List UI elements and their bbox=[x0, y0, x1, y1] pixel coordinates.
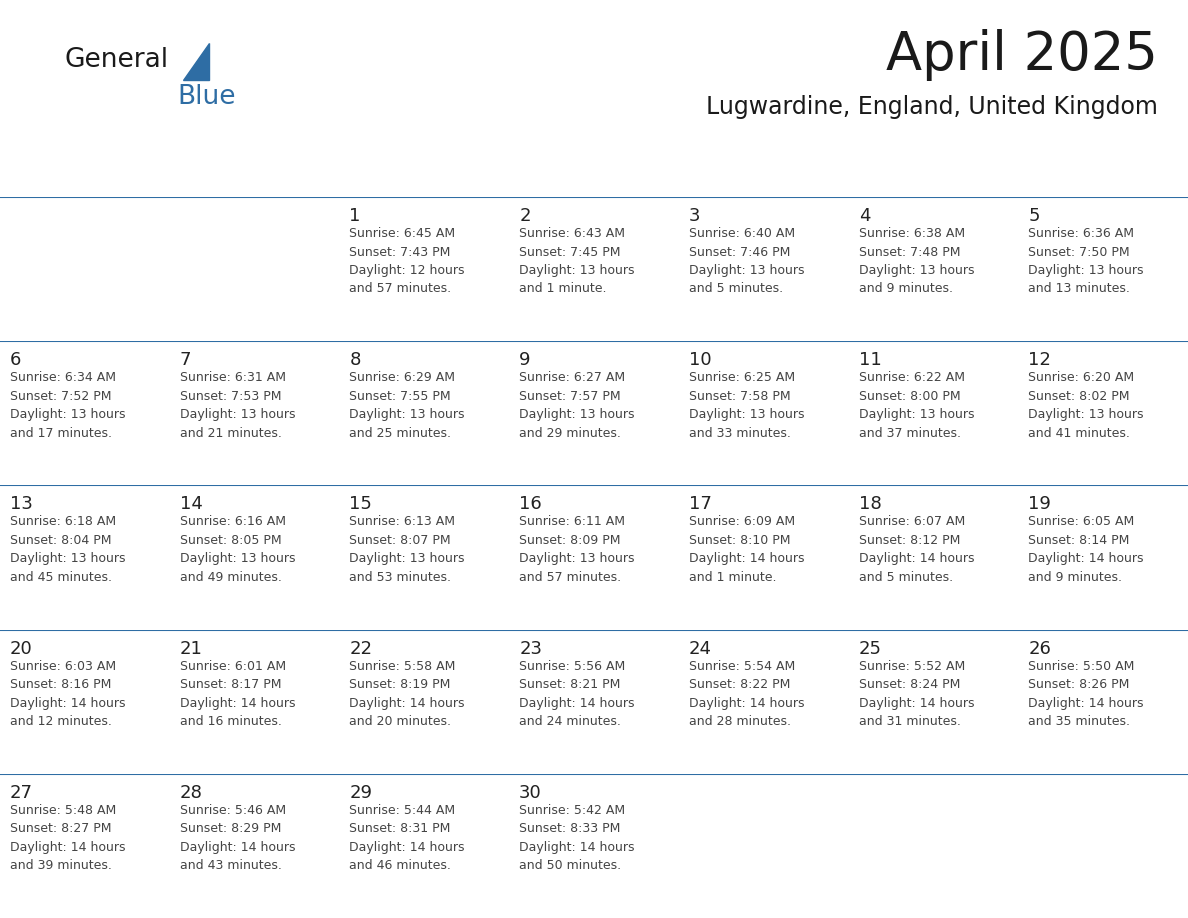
Text: 22: 22 bbox=[349, 640, 372, 657]
Text: Blue: Blue bbox=[177, 84, 235, 110]
Text: Sunrise: 6:01 AM
Sunset: 8:17 PM
Daylight: 14 hours
and 16 minutes.: Sunrise: 6:01 AM Sunset: 8:17 PM Dayligh… bbox=[179, 660, 295, 728]
Text: 19: 19 bbox=[1029, 496, 1051, 513]
Text: Sunrise: 6:16 AM
Sunset: 8:05 PM
Daylight: 13 hours
and 49 minutes.: Sunrise: 6:16 AM Sunset: 8:05 PM Dayligh… bbox=[179, 515, 295, 584]
Polygon shape bbox=[183, 43, 209, 80]
Text: Sunrise: 6:36 AM
Sunset: 7:50 PM
Daylight: 13 hours
and 13 minutes.: Sunrise: 6:36 AM Sunset: 7:50 PM Dayligh… bbox=[1029, 227, 1144, 296]
Text: 18: 18 bbox=[859, 496, 881, 513]
Text: Sunrise: 6:45 AM
Sunset: 7:43 PM
Daylight: 12 hours
and 57 minutes.: Sunrise: 6:45 AM Sunset: 7:43 PM Dayligh… bbox=[349, 227, 465, 296]
Text: Sunrise: 6:40 AM
Sunset: 7:46 PM
Daylight: 13 hours
and 5 minutes.: Sunrise: 6:40 AM Sunset: 7:46 PM Dayligh… bbox=[689, 227, 804, 296]
Text: Saturday: Saturday bbox=[1030, 167, 1112, 185]
Text: Sunrise: 6:20 AM
Sunset: 8:02 PM
Daylight: 13 hours
and 41 minutes.: Sunrise: 6:20 AM Sunset: 8:02 PM Dayligh… bbox=[1029, 371, 1144, 440]
Text: Sunrise: 5:42 AM
Sunset: 8:33 PM
Daylight: 14 hours
and 50 minutes.: Sunrise: 5:42 AM Sunset: 8:33 PM Dayligh… bbox=[519, 804, 634, 872]
Text: Sunrise: 5:50 AM
Sunset: 8:26 PM
Daylight: 14 hours
and 35 minutes.: Sunrise: 5:50 AM Sunset: 8:26 PM Dayligh… bbox=[1029, 660, 1144, 728]
Text: 20: 20 bbox=[10, 640, 33, 657]
Text: 17: 17 bbox=[689, 496, 712, 513]
Text: Sunrise: 6:25 AM
Sunset: 7:58 PM
Daylight: 13 hours
and 33 minutes.: Sunrise: 6:25 AM Sunset: 7:58 PM Dayligh… bbox=[689, 371, 804, 440]
Text: Sunrise: 6:31 AM
Sunset: 7:53 PM
Daylight: 13 hours
and 21 minutes.: Sunrise: 6:31 AM Sunset: 7:53 PM Dayligh… bbox=[179, 371, 295, 440]
Text: 12: 12 bbox=[1029, 352, 1051, 369]
Text: 16: 16 bbox=[519, 496, 542, 513]
Text: Sunrise: 6:29 AM
Sunset: 7:55 PM
Daylight: 13 hours
and 25 minutes.: Sunrise: 6:29 AM Sunset: 7:55 PM Dayligh… bbox=[349, 371, 465, 440]
Text: Sunrise: 5:48 AM
Sunset: 8:27 PM
Daylight: 14 hours
and 39 minutes.: Sunrise: 5:48 AM Sunset: 8:27 PM Dayligh… bbox=[10, 804, 126, 872]
Text: 25: 25 bbox=[859, 640, 881, 657]
Text: Sunrise: 5:44 AM
Sunset: 8:31 PM
Daylight: 14 hours
and 46 minutes.: Sunrise: 5:44 AM Sunset: 8:31 PM Dayligh… bbox=[349, 804, 465, 872]
Text: Sunrise: 5:58 AM
Sunset: 8:19 PM
Daylight: 14 hours
and 20 minutes.: Sunrise: 5:58 AM Sunset: 8:19 PM Dayligh… bbox=[349, 660, 465, 728]
Text: Wednesday: Wednesday bbox=[522, 167, 625, 185]
Text: Sunrise: 6:09 AM
Sunset: 8:10 PM
Daylight: 14 hours
and 1 minute.: Sunrise: 6:09 AM Sunset: 8:10 PM Dayligh… bbox=[689, 515, 804, 584]
Text: 30: 30 bbox=[519, 784, 542, 801]
Text: 15: 15 bbox=[349, 496, 372, 513]
Text: Sunrise: 5:56 AM
Sunset: 8:21 PM
Daylight: 14 hours
and 24 minutes.: Sunrise: 5:56 AM Sunset: 8:21 PM Dayligh… bbox=[519, 660, 634, 728]
Text: 1: 1 bbox=[349, 207, 361, 225]
Text: Sunrise: 5:46 AM
Sunset: 8:29 PM
Daylight: 14 hours
and 43 minutes.: Sunrise: 5:46 AM Sunset: 8:29 PM Dayligh… bbox=[179, 804, 295, 872]
Text: 7: 7 bbox=[179, 352, 191, 369]
Text: Lugwardine, England, United Kingdom: Lugwardine, England, United Kingdom bbox=[706, 95, 1158, 119]
Text: Monday: Monday bbox=[182, 167, 253, 185]
Text: Sunrise: 6:43 AM
Sunset: 7:45 PM
Daylight: 13 hours
and 1 minute.: Sunrise: 6:43 AM Sunset: 7:45 PM Dayligh… bbox=[519, 227, 634, 296]
Text: 21: 21 bbox=[179, 640, 203, 657]
Text: General: General bbox=[65, 47, 169, 73]
Text: Sunrise: 6:03 AM
Sunset: 8:16 PM
Daylight: 14 hours
and 12 minutes.: Sunrise: 6:03 AM Sunset: 8:16 PM Dayligh… bbox=[10, 660, 126, 728]
Text: 10: 10 bbox=[689, 352, 712, 369]
Text: Sunrise: 5:54 AM
Sunset: 8:22 PM
Daylight: 14 hours
and 28 minutes.: Sunrise: 5:54 AM Sunset: 8:22 PM Dayligh… bbox=[689, 660, 804, 728]
Text: 27: 27 bbox=[10, 784, 33, 801]
Text: 4: 4 bbox=[859, 207, 870, 225]
Text: 5: 5 bbox=[1029, 207, 1040, 225]
Text: 24: 24 bbox=[689, 640, 712, 657]
Text: April 2025: April 2025 bbox=[886, 29, 1158, 81]
Text: Sunrise: 6:34 AM
Sunset: 7:52 PM
Daylight: 13 hours
and 17 minutes.: Sunrise: 6:34 AM Sunset: 7:52 PM Dayligh… bbox=[10, 371, 126, 440]
Text: 13: 13 bbox=[10, 496, 33, 513]
Text: 29: 29 bbox=[349, 784, 372, 801]
Text: Sunrise: 5:52 AM
Sunset: 8:24 PM
Daylight: 14 hours
and 31 minutes.: Sunrise: 5:52 AM Sunset: 8:24 PM Dayligh… bbox=[859, 660, 974, 728]
Text: Thursday: Thursday bbox=[691, 167, 775, 185]
Text: 2: 2 bbox=[519, 207, 531, 225]
Text: Sunrise: 6:05 AM
Sunset: 8:14 PM
Daylight: 14 hours
and 9 minutes.: Sunrise: 6:05 AM Sunset: 8:14 PM Dayligh… bbox=[1029, 515, 1144, 584]
Text: 6: 6 bbox=[10, 352, 21, 369]
Text: 8: 8 bbox=[349, 352, 361, 369]
Text: 14: 14 bbox=[179, 496, 203, 513]
Text: Sunday: Sunday bbox=[12, 167, 80, 185]
Text: 23: 23 bbox=[519, 640, 542, 657]
Text: Sunrise: 6:22 AM
Sunset: 8:00 PM
Daylight: 13 hours
and 37 minutes.: Sunrise: 6:22 AM Sunset: 8:00 PM Dayligh… bbox=[859, 371, 974, 440]
Text: Sunrise: 6:07 AM
Sunset: 8:12 PM
Daylight: 14 hours
and 5 minutes.: Sunrise: 6:07 AM Sunset: 8:12 PM Dayligh… bbox=[859, 515, 974, 584]
Text: Sunrise: 6:11 AM
Sunset: 8:09 PM
Daylight: 13 hours
and 57 minutes.: Sunrise: 6:11 AM Sunset: 8:09 PM Dayligh… bbox=[519, 515, 634, 584]
Text: 28: 28 bbox=[179, 784, 203, 801]
Text: Sunrise: 6:13 AM
Sunset: 8:07 PM
Daylight: 13 hours
and 53 minutes.: Sunrise: 6:13 AM Sunset: 8:07 PM Dayligh… bbox=[349, 515, 465, 584]
Text: Tuesday: Tuesday bbox=[352, 167, 425, 185]
Text: Sunrise: 6:38 AM
Sunset: 7:48 PM
Daylight: 13 hours
and 9 minutes.: Sunrise: 6:38 AM Sunset: 7:48 PM Dayligh… bbox=[859, 227, 974, 296]
Text: 3: 3 bbox=[689, 207, 701, 225]
Text: Sunrise: 6:27 AM
Sunset: 7:57 PM
Daylight: 13 hours
and 29 minutes.: Sunrise: 6:27 AM Sunset: 7:57 PM Dayligh… bbox=[519, 371, 634, 440]
Text: 26: 26 bbox=[1029, 640, 1051, 657]
Text: Friday: Friday bbox=[860, 167, 915, 185]
Text: Sunrise: 6:18 AM
Sunset: 8:04 PM
Daylight: 13 hours
and 45 minutes.: Sunrise: 6:18 AM Sunset: 8:04 PM Dayligh… bbox=[10, 515, 126, 584]
Text: 9: 9 bbox=[519, 352, 531, 369]
Text: 11: 11 bbox=[859, 352, 881, 369]
